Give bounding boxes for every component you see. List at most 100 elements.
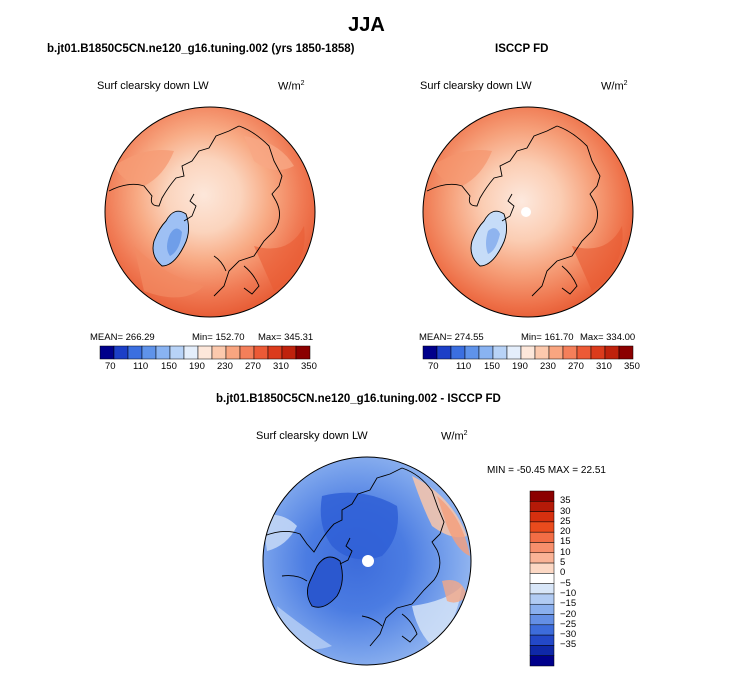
- colorbar-tick-label: 25: [560, 515, 571, 527]
- colorbar-tick-label: 350: [301, 361, 317, 372]
- panel1-mean: MEAN= 266.29: [90, 332, 155, 343]
- colorbar-tick-label: 310: [596, 361, 612, 372]
- colorbar-swatch: [529, 521, 555, 533]
- colorbar-swatch: [422, 345, 438, 360]
- colorbar-swatch: [529, 552, 555, 564]
- colorbar-swatch: [506, 345, 522, 360]
- colorbar-tick-label: 70: [428, 361, 439, 372]
- colorbar-swatch: [562, 345, 578, 360]
- colorbar-swatch: [169, 345, 185, 360]
- colorbar-tick-label: 230: [540, 361, 556, 372]
- colorbar-swatch: [590, 345, 606, 360]
- colorbar-swatch: [520, 345, 536, 360]
- panel1-max: Max= 345.31: [258, 332, 314, 343]
- diff-polar-map: [262, 456, 472, 666]
- panel1-title: b.jt01.B1850C5CN.ne120_g16.tuning.002 (y…: [47, 43, 355, 55]
- colorbar-swatch: [529, 490, 555, 502]
- colorbar-swatch: [529, 531, 555, 543]
- colorbar-swatch: [529, 511, 555, 523]
- colorbar-tick-label: 20: [560, 526, 571, 538]
- colorbar-tick-label: 350: [624, 361, 640, 372]
- colorbar-tick-label: 30: [560, 505, 571, 517]
- colorbar-swatch: [281, 345, 297, 360]
- panel2-unit: W/m2: [601, 80, 628, 93]
- colorbar-swatch: [529, 624, 555, 636]
- colorbar-swatch: [529, 614, 555, 626]
- diff-minmax: MIN = -50.45 MAX = 22.51: [487, 465, 606, 476]
- colorbar-tick-label: 5: [560, 557, 566, 569]
- colorbar-tick-label: 310: [273, 361, 289, 372]
- panel1-unit: W/m2: [278, 80, 305, 93]
- colorbar-swatch: [529, 542, 555, 554]
- colorbar-tick-label: −15: [560, 598, 577, 610]
- panel2-colorbar-labels: 70 110 150 190 230 270 310 350: [423, 361, 640, 373]
- colorbar-tick-label: 110: [133, 361, 149, 372]
- colorbar-swatch: [141, 345, 157, 360]
- colorbar-swatch: [529, 603, 555, 615]
- colorbar-swatch: [464, 345, 480, 360]
- colorbar-swatch: [529, 593, 555, 605]
- colorbar-tick-label: 150: [484, 361, 500, 372]
- colorbar-swatch: [267, 345, 283, 360]
- colorbar-tick-label: −10: [560, 587, 577, 599]
- colorbar-swatch: [295, 345, 311, 360]
- colorbar-tick-label: 230: [217, 361, 233, 372]
- colorbar-swatch: [211, 345, 227, 360]
- colorbar-tick-label: 150: [161, 361, 177, 372]
- colorbar-swatch: [618, 345, 634, 360]
- colorbar-swatch: [604, 345, 620, 360]
- panel1-variable: Surf clearsky down LW: [97, 80, 209, 92]
- colorbar-tick-label: −25: [560, 618, 577, 630]
- panel1-min: Min= 152.70: [192, 332, 245, 343]
- colorbar-swatch: [529, 583, 555, 595]
- colorbar-tick-label: 35: [560, 495, 571, 507]
- colorbar-swatch: [239, 345, 255, 360]
- colorbar-tick-label: −20: [560, 608, 577, 620]
- colorbar-tick-label: 270: [568, 361, 584, 372]
- diff-colorbar: [529, 490, 555, 667]
- colorbar-swatch: [183, 345, 199, 360]
- diff-unit: W/m2: [441, 430, 468, 443]
- colorbar-swatch: [113, 345, 129, 360]
- diff-colorbar-labels: 35 30 25 20 15 10 5 0 −5 −10 −15 −20 −25…: [560, 491, 600, 666]
- colorbar-swatch: [197, 345, 213, 360]
- colorbar-swatch: [225, 345, 241, 360]
- colorbar-swatch: [99, 345, 115, 360]
- colorbar-swatch: [436, 345, 452, 360]
- colorbar-swatch: [492, 345, 508, 360]
- panel2-polar-map: [422, 106, 634, 318]
- page-title: JJA: [348, 14, 385, 36]
- colorbar-tick-label: 15: [560, 536, 571, 548]
- colorbar-swatch: [253, 345, 269, 360]
- diff-title: b.jt01.B1850C5CN.ne120_g16.tuning.002 - …: [216, 393, 501, 405]
- colorbar-swatch: [529, 501, 555, 512]
- colorbar-tick-label: 270: [245, 361, 261, 372]
- colorbar-swatch: [529, 645, 555, 656]
- colorbar-tick-label: 190: [512, 361, 528, 372]
- colorbar-swatch: [127, 345, 143, 360]
- colorbar-swatch: [576, 345, 592, 360]
- panel2-variable: Surf clearsky down LW: [420, 80, 532, 92]
- colorbar-tick-label: −30: [560, 629, 577, 641]
- colorbar-tick-label: −5: [560, 577, 571, 589]
- colorbar-tick-label: 0: [560, 567, 566, 579]
- colorbar-tick-label: 190: [189, 361, 205, 372]
- colorbar-swatch: [548, 345, 564, 360]
- panel1-colorbar-labels: 70 110 150 190 230 270 310 350: [100, 361, 317, 373]
- panel2-colorbar: [422, 345, 634, 360]
- panel1-colorbar: [99, 345, 311, 360]
- colorbar-tick-label: 110: [456, 361, 472, 372]
- colorbar-tick-label: 10: [560, 546, 571, 558]
- colorbar-swatch: [529, 573, 555, 584]
- colorbar-swatch: [529, 655, 555, 667]
- colorbar-tick-label: 70: [105, 361, 116, 372]
- panel2-title: ISCCP FD: [495, 43, 549, 55]
- colorbar-swatch: [529, 634, 555, 646]
- colorbar-swatch: [155, 345, 171, 360]
- colorbar-swatch: [534, 345, 550, 360]
- colorbar-swatch: [478, 345, 494, 360]
- panel1-polar-map: [104, 106, 316, 318]
- colorbar-tick-label: −35: [560, 639, 577, 651]
- colorbar-swatch: [529, 562, 555, 574]
- panel2-mean: MEAN= 274.55: [419, 332, 484, 343]
